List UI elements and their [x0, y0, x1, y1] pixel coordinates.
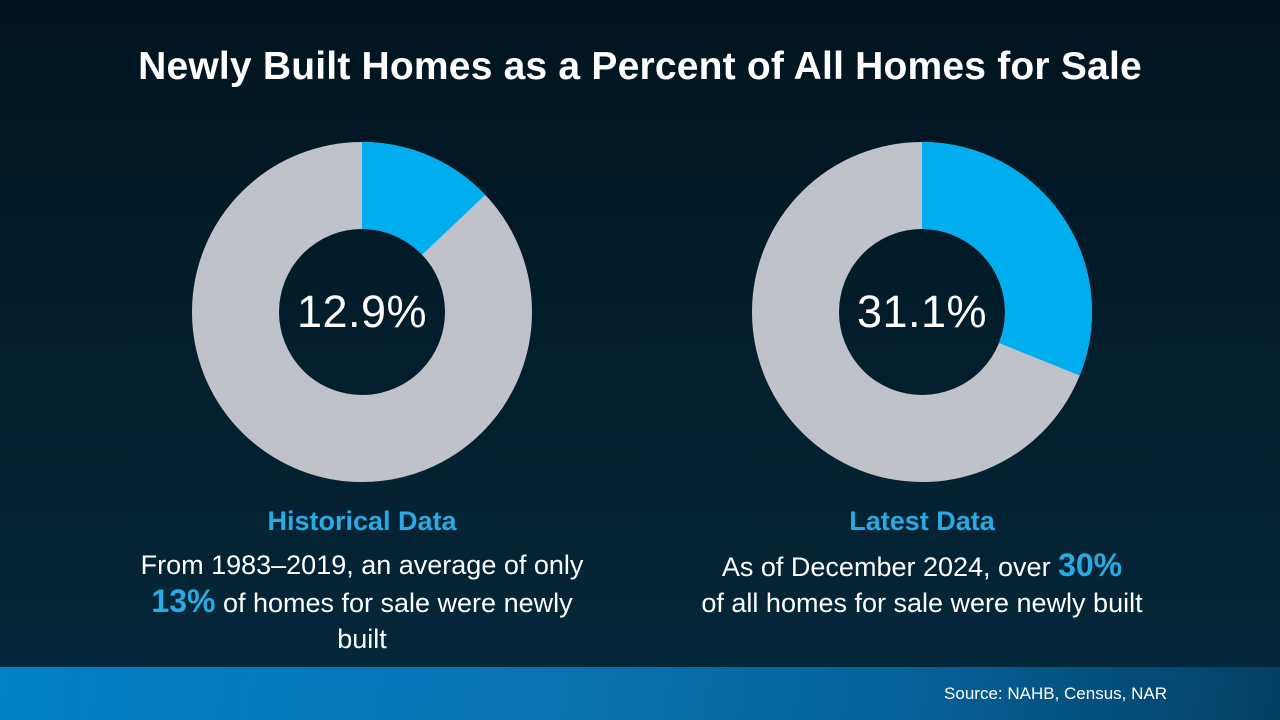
latest-desc-highlight: 30% — [1058, 547, 1123, 584]
historical-description: From 1983–2019, an average of only 13% of… — [127, 547, 597, 657]
latest-desc-line2: of all homes for sale were newly built — [701, 588, 1143, 619]
latest-heading: Latest Data — [849, 506, 995, 536]
page-title: Newly Built Homes as a Percent of All Ho… — [138, 45, 1142, 88]
donut-segment-newly-built — [192, 142, 532, 482]
historical-desc-line1: From 1983–2019, an average of only — [140, 550, 584, 581]
historical-heading: Historical Data — [267, 506, 457, 536]
footer-bar: Source: NAHB, Census, NAR — [0, 667, 1280, 720]
donut-svg-historical — [192, 142, 532, 482]
latest-chart-section: 31.1% Latest Data As of December 2024, o… — [687, 141, 1157, 621]
latest-desc-line1: As of December 2024, over — [721, 552, 1059, 583]
latest-description: As of December 2024, over 30% of all home… — [687, 547, 1157, 621]
historical-desc-line2: of homes for sale were newly built — [215, 588, 573, 655]
donut-chart-latest: 31.1% — [751, 141, 1093, 483]
source-text: Source: NAHB, Census, NAR — [944, 683, 1167, 703]
historical-desc-highlight: 13% — [151, 583, 216, 620]
donut-segment-newly-built — [752, 142, 1092, 482]
historical-chart-section: 12.9% Historical Data From 1983–2019, an… — [127, 141, 597, 657]
donut-chart-historical: 12.9% — [191, 141, 533, 483]
donut-center-value-latest: 31.1% — [856, 286, 988, 337]
donut-svg-latest — [752, 142, 1092, 482]
donut-center-value-historical: 12.9% — [296, 286, 428, 337]
